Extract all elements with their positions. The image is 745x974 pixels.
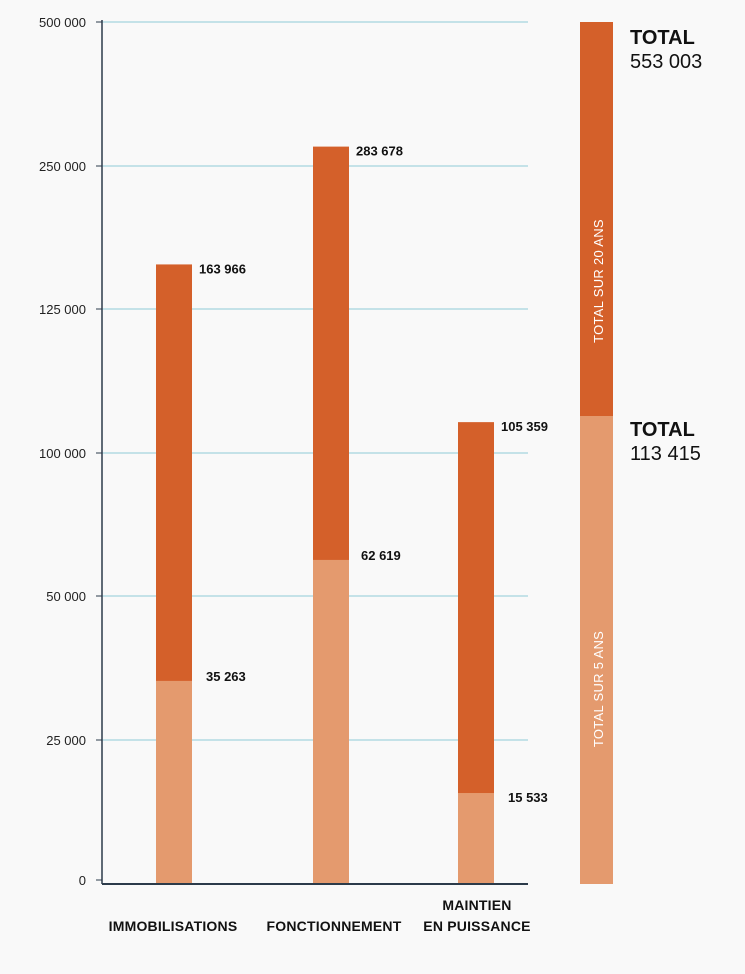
total-20-ans-title: TOTAL xyxy=(630,27,695,49)
total-band-20-ans xyxy=(580,22,613,416)
bars xyxy=(156,146,494,885)
category-label: FONCTIONNEMENT xyxy=(266,918,401,934)
value-label-20-ans: 283 678 xyxy=(356,144,403,159)
bar-total-5-ans xyxy=(313,559,349,884)
y-tick-label: 500 000 xyxy=(39,15,86,30)
bar-total-5-ans xyxy=(156,680,192,884)
y-tick-label: 100 000 xyxy=(39,446,86,461)
value-label-5-ans: 15 533 xyxy=(508,790,548,805)
bar-total-5-ans xyxy=(458,793,494,884)
category-labels: IMMOBILISATIONS FONCTIONNEMENT MAINTIEN EN … xyxy=(109,897,531,934)
y-tick-label: 250 000 xyxy=(39,159,86,174)
total-5-ans-value: 113 415 xyxy=(630,443,701,465)
total-band-5-ans-label: TOTAL SUR 5 ANS xyxy=(591,631,606,747)
total-band-20-ans-label: TOTAL SUR 20 ANS xyxy=(591,219,606,343)
value-label-20-ans: 163 966 xyxy=(199,261,246,276)
total-20-ans-value: 553 003 xyxy=(630,51,702,73)
category-label: IMMOBILISATIONS xyxy=(109,918,238,934)
value-labels: 163 966 35 263 283 678 62 619 105 359 15 533 xyxy=(199,144,548,805)
value-label-5-ans: 62 619 xyxy=(361,548,401,563)
value-label-20-ans: 105 359 xyxy=(501,419,548,434)
total-band-5-ans xyxy=(580,416,613,884)
value-label-5-ans: 35 263 xyxy=(206,669,246,684)
category-label: EN PUISSANCE xyxy=(423,918,530,934)
y-tick-label: 50 000 xyxy=(46,589,86,604)
total-5-ans-title: TOTAL xyxy=(630,419,695,441)
y-tick-label: 0 xyxy=(79,873,86,888)
y-axis-ticks: 0 25 000 50 000 100 000 125 000 250 000 500 00… xyxy=(39,15,102,888)
y-tick-label: 125 000 xyxy=(39,302,86,317)
y-tick-label: 25 000 xyxy=(46,733,86,748)
category-label: MAINTIEN xyxy=(442,897,511,913)
